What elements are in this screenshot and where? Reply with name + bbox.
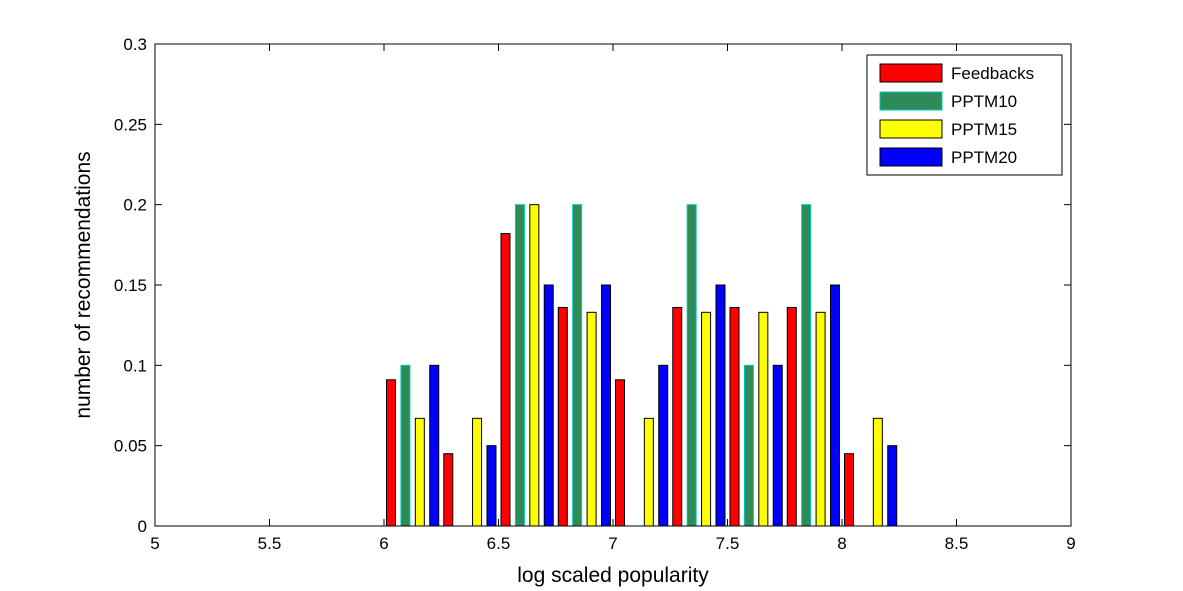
- bar-pptm15-12: [872, 417, 883, 527]
- bar-pptm20-9: [715, 284, 726, 527]
- bar-pptm15-7: [586, 311, 597, 527]
- y-tick-label-3: 0.15: [114, 276, 147, 295]
- bar-feedbacks-9: [672, 306, 683, 527]
- legend-swatch-pptm10: [879, 91, 943, 111]
- legend-swatch-feedbacks: [879, 63, 943, 83]
- bar-pptm10-9: [686, 204, 697, 527]
- x-tick-label-7: 8.5: [945, 534, 969, 553]
- y-tick-label-0: 0: [138, 517, 147, 536]
- legend: Feedbacks PPTM10 PPTM15 PPTM20: [866, 54, 1063, 176]
- x-tick-label-6: 8: [837, 534, 846, 553]
- bar-pptm20-11: [829, 284, 840, 527]
- y-tick-label-2: 0.1: [123, 356, 147, 375]
- axes-group: 5 5.5 6 6.5 7 7.5 8 8.5 9 0 0.05 0.1 0.15 0.2 0.25 0.3: [114, 35, 1076, 553]
- legend-label-pptm20: PPTM20: [951, 148, 1017, 167]
- bar-pptm20-12: [887, 445, 898, 527]
- bar-feedbacks-10: [729, 306, 740, 527]
- bar-pptm20-7: [600, 284, 611, 527]
- legend-label-pptm10: PPTM10: [951, 92, 1017, 111]
- bar-pptm15-9: [701, 311, 712, 527]
- bar-feedbacks-4: [386, 379, 397, 527]
- bar-feedbacks-11: [786, 306, 797, 527]
- legend-swatch-pptm20: [879, 147, 943, 167]
- bar-pptm20-8: [658, 364, 669, 527]
- bar-pptm10-6: [514, 204, 525, 527]
- x-tick-label-4: 7: [608, 534, 617, 553]
- x-tick-label-2: 6: [379, 534, 388, 553]
- y-tick-label-4: 0.2: [123, 196, 147, 215]
- x-tick-label-3: 6.5: [487, 534, 511, 553]
- bar-pptm15-11: [815, 311, 826, 527]
- y-tick-label-6: 0.3: [123, 35, 147, 54]
- bar-pptm10-10: [743, 364, 754, 527]
- y-tick-label-5: 0.25: [114, 115, 147, 134]
- bar-feedbacks-6: [500, 233, 511, 527]
- bar-feedbacks-12: [844, 453, 855, 527]
- bar-pptm20-10: [772, 364, 783, 527]
- y-axis-title: number of recommendations: [72, 151, 95, 418]
- bar-pptm15-4: [414, 417, 425, 527]
- bar-pptm10-11: [801, 204, 812, 527]
- bar-pptm15-8: [643, 417, 654, 527]
- bar-pptm15-6: [529, 204, 540, 527]
- bar-feedbacks-5: [443, 453, 454, 527]
- x-tick-label-5: 7.5: [716, 534, 740, 553]
- bar-pptm15-10: [758, 311, 769, 527]
- bar-pptm15-5: [472, 417, 483, 527]
- bar-pptm10-7: [572, 204, 583, 527]
- legend-label-feedbacks: Feedbacks: [951, 64, 1034, 83]
- bar-pptm10-4: [400, 364, 411, 527]
- bar-pptm20-5: [486, 445, 497, 527]
- x-axis-title: log scaled popularity: [517, 564, 709, 587]
- bar-pptm20-4: [429, 364, 440, 527]
- legend-swatch-pptm15: [879, 119, 943, 139]
- bar-pptm20-6: [543, 284, 554, 527]
- y-tick-label-1: 0.05: [114, 437, 147, 456]
- x-tick-label-0: 5: [150, 534, 159, 553]
- bar-feedbacks-8: [615, 379, 626, 527]
- x-tick-label-1: 5.5: [258, 534, 282, 553]
- bar-feedbacks-7: [557, 306, 568, 527]
- legend-label-pptm15: PPTM15: [951, 120, 1017, 139]
- x-tick-label-8: 9: [1066, 534, 1075, 553]
